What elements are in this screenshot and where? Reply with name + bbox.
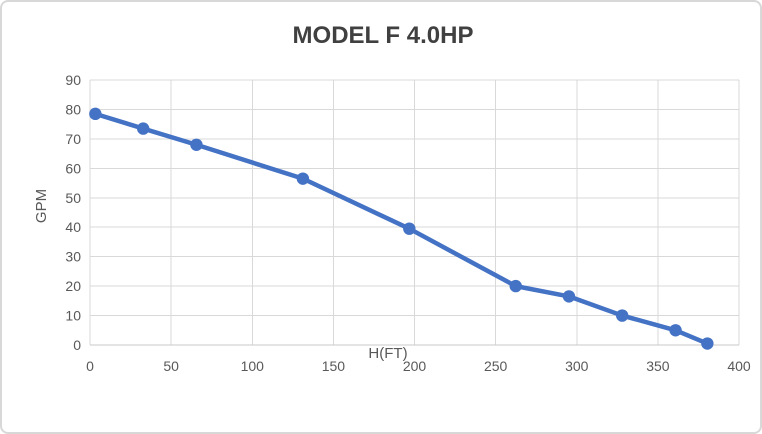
series-marker — [562, 290, 576, 303]
gridlines — [89, 79, 740, 346]
y-tick-label: 90 — [65, 72, 81, 88]
y-tick-label: 30 — [65, 249, 81, 265]
y-tick-label: 10 — [65, 308, 81, 324]
series-marker — [509, 279, 522, 293]
series-marker — [701, 337, 714, 350]
y-tick-label: 40 — [65, 219, 81, 235]
y-tick-label: 50 — [65, 190, 81, 206]
series-marker — [296, 172, 310, 185]
x-tick-label: 50 — [163, 358, 179, 374]
y-axis-title: GPM — [33, 189, 50, 223]
x-tick-label: 0 — [86, 358, 94, 374]
series-layer — [89, 107, 714, 350]
x-tick-label: 100 — [241, 358, 265, 374]
series-marker — [137, 122, 150, 135]
x-axis-title: H(FT) — [368, 345, 407, 362]
y-tick-label: 70 — [65, 131, 81, 147]
x-tick-label: 200 — [403, 358, 427, 374]
series-marker — [190, 138, 203, 151]
series-marker — [669, 324, 682, 337]
x-tick-label: 400 — [727, 358, 751, 374]
series-marker — [403, 222, 416, 235]
series-marker — [615, 309, 629, 322]
series-line — [93, 111, 710, 346]
y-tick-label: 80 — [65, 101, 81, 117]
chart-title: MODEL F 4.0HP — [292, 22, 474, 49]
x-tick-label: 300 — [565, 358, 589, 374]
y-tick-label: 0 — [73, 337, 81, 353]
y-tick-label: 20 — [65, 278, 81, 294]
x-tick-label: 350 — [646, 358, 670, 374]
y-tick-label: 60 — [65, 160, 81, 176]
x-tick-label: 250 — [484, 358, 508, 374]
tick-labels: 0 50 100 150 200 250 300 350 400 0 10 20 30 40 50 60 70 8… — [65, 72, 750, 374]
x-tick-label: 150 — [322, 358, 346, 374]
series-marker — [89, 107, 102, 121]
